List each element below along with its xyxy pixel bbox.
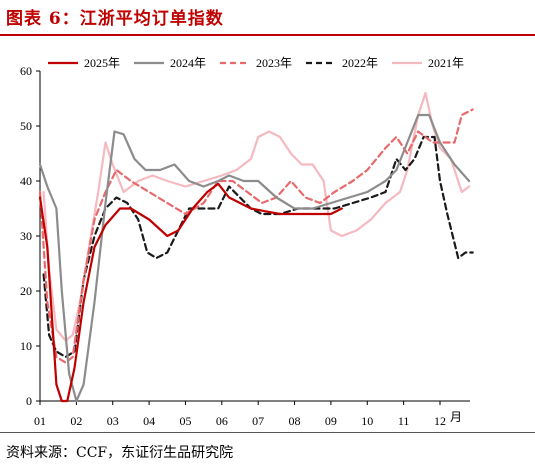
- x-tick-label: 10: [361, 414, 373, 428]
- x-tick-label: 01: [34, 414, 46, 428]
- legend-label: 2025年: [84, 56, 120, 70]
- legend-item-2022: 2022年: [306, 56, 378, 70]
- x-tick-label: 02: [70, 414, 82, 428]
- series-line-2024: [38, 113, 471, 403]
- legend-label: 2022年: [342, 56, 378, 70]
- x-tick-label: 12: [434, 414, 446, 428]
- legend-item-2024: 2024年: [134, 56, 206, 70]
- x-tick-label: 07: [252, 414, 264, 428]
- y-tick-label: 40: [20, 174, 32, 188]
- y-tick-label: 30: [20, 229, 32, 243]
- series-line-2022: [42, 135, 474, 359]
- title-divider: [0, 34, 535, 36]
- x-tick-label: 09: [325, 414, 337, 428]
- series-line-2021: [42, 91, 471, 342]
- chart-legend: 2025年 2024年 2023年 2022年 2021年: [48, 56, 464, 70]
- legend-item-2025: 2025年: [48, 56, 120, 70]
- x-tick-label: 11: [398, 414, 410, 428]
- legend-label: 2024年: [170, 56, 206, 70]
- y-tick-label: 50: [20, 119, 32, 133]
- y-tick-label: 0: [26, 394, 32, 408]
- legend-label: 2021年: [428, 56, 464, 70]
- source-note: 资料来源：CCF，东证衍生品研究院: [6, 445, 234, 461]
- legend-item-2021: 2021年: [392, 56, 464, 70]
- legend-label: 2023年: [256, 56, 292, 70]
- x-tick-label: 05: [179, 414, 191, 428]
- legend-item-2023: 2023年: [220, 56, 292, 70]
- figure-title: 图表 6：江浙平均订单指数: [6, 9, 224, 29]
- series-layer: [38, 91, 474, 403]
- series-line-2025: [38, 182, 343, 403]
- x-tick-label: 08: [289, 414, 301, 428]
- x-tick-label: 06: [216, 414, 228, 428]
- footer-divider: [0, 432, 535, 433]
- x-tick-label: 04: [143, 414, 155, 428]
- y-tick-label: 60: [20, 64, 32, 78]
- series-line-2023: [38, 108, 474, 364]
- y-tick-label: 20: [20, 284, 32, 298]
- x-axis: 01 02 03 04 05 06 07 08 09 10 11 12 月: [34, 401, 462, 428]
- x-axis-unit: 月: [450, 410, 462, 424]
- y-tick-label: 10: [20, 339, 32, 353]
- x-tick-label: 03: [107, 414, 119, 428]
- plot-area: [39, 71, 470, 402]
- line-chart: 2025年 2024年 2023年 2022年 2021年 01 02 03 04 05 06 0 …: [20, 56, 474, 428]
- y-axis: 0 10 20 30 40 50 60: [20, 64, 40, 408]
